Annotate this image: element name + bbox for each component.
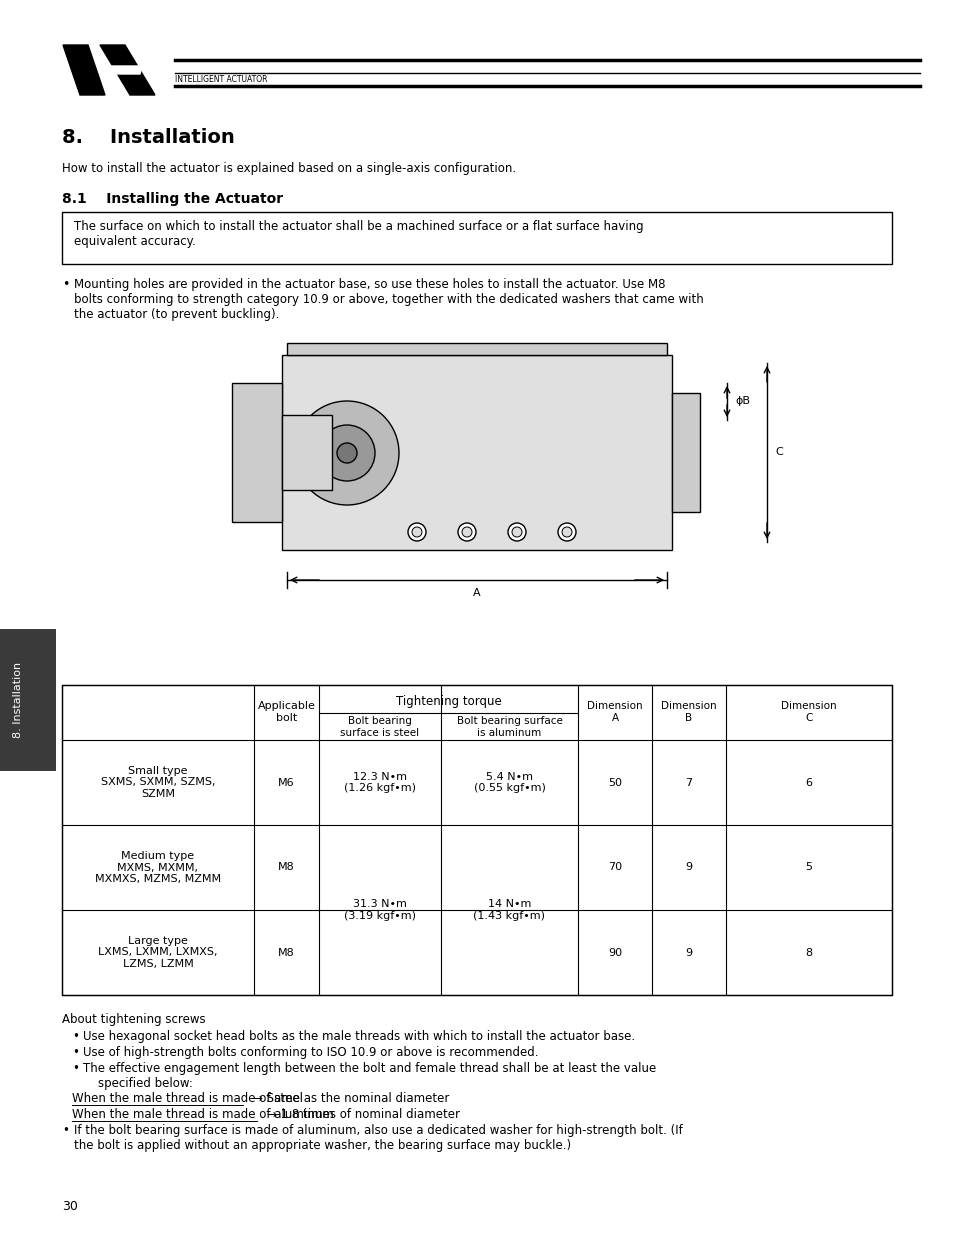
Text: 90: 90 xyxy=(607,947,621,957)
Bar xyxy=(282,354,671,550)
Text: Dimension
B: Dimension B xyxy=(660,701,716,722)
Polygon shape xyxy=(63,44,105,95)
Text: A: A xyxy=(473,588,480,598)
Text: If the bolt bearing surface is made of aluminum, also use a dedicated washer for: If the bolt bearing surface is made of a… xyxy=(74,1124,682,1152)
Bar xyxy=(62,685,891,995)
Text: 5: 5 xyxy=(804,862,812,872)
Text: 9: 9 xyxy=(684,947,692,957)
Circle shape xyxy=(512,527,521,537)
Text: Large type
LXMS, LXMM, LXMXS,
LZMS, LZMM: Large type LXMS, LXMM, LXMXS, LZMS, LZMM xyxy=(98,936,217,969)
Text: C: C xyxy=(774,447,781,457)
Text: Medium type
MXMS, MXMM,
MXMXS, MZMS, MZMM: Medium type MXMS, MXMM, MXMXS, MZMS, MZM… xyxy=(95,851,221,884)
Text: Bolt bearing
surface is steel: Bolt bearing surface is steel xyxy=(340,716,419,737)
Text: 12.3 N•m
(1.26 kgf•m): 12.3 N•m (1.26 kgf•m) xyxy=(344,772,416,793)
Text: 8: 8 xyxy=(804,947,812,957)
Circle shape xyxy=(294,401,398,505)
Text: M8: M8 xyxy=(278,947,294,957)
Bar xyxy=(287,343,666,354)
Circle shape xyxy=(318,425,375,480)
Text: Dimension
A: Dimension A xyxy=(587,701,642,722)
Text: •: • xyxy=(71,1062,79,1074)
Text: 5.4 N•m
(0.55 kgf•m): 5.4 N•m (0.55 kgf•m) xyxy=(473,772,545,793)
Circle shape xyxy=(408,522,426,541)
Text: When the male thread is made of aluminum: When the male thread is made of aluminum xyxy=(71,1108,334,1121)
Circle shape xyxy=(461,527,472,537)
Text: ϕB: ϕB xyxy=(734,396,749,406)
Polygon shape xyxy=(106,65,142,74)
Circle shape xyxy=(507,522,525,541)
Text: M8: M8 xyxy=(278,862,294,872)
Text: How to install the actuator is explained based on a single-axis configuration.: How to install the actuator is explained… xyxy=(62,162,516,175)
Polygon shape xyxy=(100,44,154,95)
Bar xyxy=(282,415,332,490)
Text: 7: 7 xyxy=(684,778,692,788)
Circle shape xyxy=(336,443,356,463)
FancyBboxPatch shape xyxy=(62,212,891,264)
Text: •: • xyxy=(62,1124,69,1137)
Text: Applicable
bolt: Applicable bolt xyxy=(257,701,315,722)
Text: The effective engagement length between the bolt and female thread shall be at l: The effective engagement length between … xyxy=(83,1062,656,1091)
Text: •: • xyxy=(62,278,70,291)
Text: When the male thread is made of steel: When the male thread is made of steel xyxy=(71,1092,303,1105)
Circle shape xyxy=(412,527,421,537)
Text: → 1.8 times of nominal diameter: → 1.8 times of nominal diameter xyxy=(267,1108,459,1121)
Text: Use of high-strength bolts conforming to ISO 10.9 or above is recommended.: Use of high-strength bolts conforming to… xyxy=(83,1046,537,1058)
Text: 50: 50 xyxy=(607,778,621,788)
Text: Small type
SXMS, SXMM, SZMS,
SZMM: Small type SXMS, SXMM, SZMS, SZMM xyxy=(101,766,215,799)
Text: Dimension
C: Dimension C xyxy=(781,701,836,722)
Circle shape xyxy=(561,527,572,537)
Text: Bolt bearing surface
is aluminum: Bolt bearing surface is aluminum xyxy=(456,716,562,737)
Text: 9: 9 xyxy=(684,862,692,872)
Text: •: • xyxy=(71,1046,79,1058)
Text: Mounting holes are provided in the actuator base, so use these holes to install : Mounting holes are provided in the actua… xyxy=(74,278,703,321)
Text: 70: 70 xyxy=(607,862,621,872)
Text: 8.    Installation: 8. Installation xyxy=(62,128,234,147)
Text: 6: 6 xyxy=(804,778,812,788)
Text: M6: M6 xyxy=(278,778,294,788)
Circle shape xyxy=(558,522,576,541)
Bar xyxy=(671,393,700,513)
Text: INTELLIGENT ACTUATOR: INTELLIGENT ACTUATOR xyxy=(174,75,267,84)
Text: •: • xyxy=(71,1030,79,1044)
Text: 14 N•m
(1.43 kgf•m): 14 N•m (1.43 kgf•m) xyxy=(473,899,545,921)
Circle shape xyxy=(457,522,476,541)
Text: Use hexagonal socket head bolts as the male threads with which to install the ac: Use hexagonal socket head bolts as the m… xyxy=(83,1030,635,1044)
Text: Tightening torque: Tightening torque xyxy=(395,694,501,708)
Text: About tightening screws: About tightening screws xyxy=(62,1013,206,1026)
Text: → Same as the nominal diameter: → Same as the nominal diameter xyxy=(253,1092,449,1105)
Text: 8.1    Installing the Actuator: 8.1 Installing the Actuator xyxy=(62,191,283,206)
Text: 8. Installation: 8. Installation xyxy=(13,662,23,739)
Text: 30: 30 xyxy=(62,1200,78,1213)
Text: The surface on which to install the actuator shall be a machined surface or a fl: The surface on which to install the actu… xyxy=(74,220,643,248)
Text: 31.3 N•m
(3.19 kgf•m): 31.3 N•m (3.19 kgf•m) xyxy=(344,899,416,921)
Bar xyxy=(232,383,282,522)
